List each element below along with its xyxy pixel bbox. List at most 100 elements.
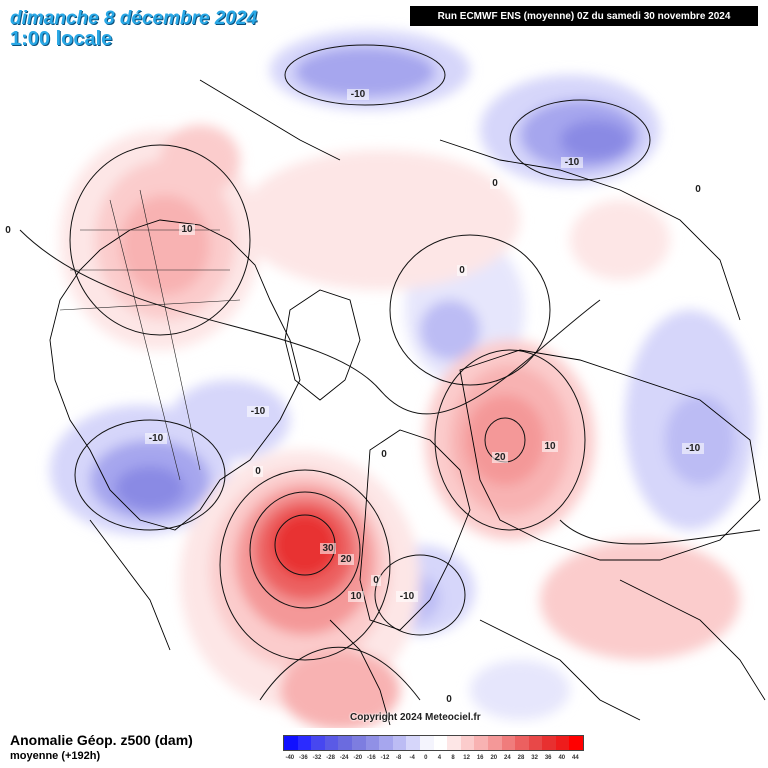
scale-label: -32 [312,755,322,761]
contour-label: 0 [381,449,387,460]
contour-label-bg [348,591,364,602]
scale-swatch [528,736,543,750]
contour-label: -10 [149,433,164,444]
anomaly-map: -10 -10 0 0 10 0 0 -10 -10 0 0 20 10 -10 30 20 0 10 -10 0 [3,30,766,728]
scale-label: -12 [380,755,390,761]
contour-lines [19,44,761,701]
contour-label-bg [457,265,467,276]
contour-label-bg [396,591,418,602]
contour-label-bg [145,433,167,444]
scale-label: 36 [544,755,552,761]
scale-swatch [311,736,325,750]
scale-swatch [474,736,488,750]
contour-label: 10 [544,441,556,452]
contour-label-bg [561,157,583,168]
contour-label-bg [253,466,263,477]
scale-swatch [501,736,516,750]
contour-label-bg [247,406,269,417]
contour-label: 0 [5,225,11,236]
scale-swatch [324,736,339,750]
contour-label: 10 [350,591,362,602]
scale-swatch [406,736,420,750]
scale-label: -28 [326,755,335,761]
contour-label: 0 [492,178,498,189]
contour-label-bg [379,449,389,460]
grid-lines [59,189,241,481]
contour-label-bg [492,452,508,463]
scale-swatch [365,736,380,750]
contour-label: -10 [400,591,415,602]
scale-swatch [338,736,352,750]
contour-label-bg [542,441,558,452]
contour-label-bg [3,225,13,236]
contour-label-bg [693,184,703,195]
scale-label: 28 [517,755,525,761]
contour-label: -10 [251,406,266,417]
contour-label-bg [444,694,454,705]
field-name: Anomalie Géop. z500 (dam) [10,732,193,748]
date-line: dimanche 8 décembre 2024 [10,8,258,29]
contour-label: 30 [322,543,334,554]
scale-label: 12 [463,755,470,761]
contour-label: 0 [695,184,701,195]
forecast-date-title: dimanche 8 décembre 2024 1:00 locale [10,8,257,50]
contour-label: 20 [494,452,506,463]
scale-swatch [555,736,570,750]
contour-label: 0 [459,265,465,276]
time-line: 1:00 locale [10,28,113,50]
scale-swatch [569,736,584,750]
positive-anomaly-arctic [240,150,520,290]
contour-label-bg [347,89,369,100]
positive-anomaly-east-asia [540,540,740,660]
contour-label: 0 [255,466,261,477]
scale-swatch [351,736,366,750]
scale-label: 44 [572,755,579,761]
scale-label: 8 [451,755,455,761]
scale-label: -36 [299,755,308,761]
anomaly-shading [50,30,755,728]
scale-label: -16 [367,755,376,761]
scale-label: -20 [353,755,363,761]
scale-swatch [419,736,434,750]
scale-label: -40 [285,755,295,761]
contour-label-bg [179,224,195,235]
contour-label: -10 [686,443,701,454]
scale-label: 32 [531,755,538,761]
contour-label: 20 [340,554,352,565]
coastlines [49,79,766,726]
scale-label: 4 [437,755,442,761]
contour-label-bg [682,443,704,454]
contour-labels: -10 -10 0 0 10 0 0 -10 -10 0 0 20 10 -10 30 20 0 10 -10 0 [3,89,704,705]
scale-label: -8 [395,755,402,761]
color-scale [283,735,585,751]
scale-label: -24 [339,755,349,761]
scale-label: 24 [504,755,511,761]
scale-label: 20 [490,755,498,761]
contour-label: -10 [565,157,580,168]
scale-swatch [515,736,529,750]
footer-legend: Anomalie Géop. z500 (dam) moyenne (+192h… [0,728,768,768]
scale-swatch [379,736,393,750]
contour-label: 10 [181,224,193,235]
run-info-banner: Run ECMWF ENS (moyenne) 0Z du samedi 30 … [410,6,758,26]
contour-label-bg [371,575,381,586]
scale-label: 16 [476,755,484,761]
field-subtitle: moyenne (+192h) [10,750,101,762]
contour-label: 0 [446,694,452,705]
scale-label: 0 [424,755,428,761]
scale-swatch [392,736,407,750]
scale-swatch [447,736,461,750]
copyright-text: Copyright 2024 Meteociel.fr [350,712,481,723]
scale-swatch [297,736,312,750]
contour-label: -10 [351,89,366,100]
scale-swatch [433,736,448,750]
color-scale-labels: -40 -36 -32 -28 -24 -20 -16 -12 -8 -4 0 4 8 12 16 20 24 2… [283,755,613,765]
scale-swatch [542,736,556,750]
scale-label: 40 [558,755,566,761]
scale-label: -4 [409,755,415,761]
scale-swatch [460,736,475,750]
contour-label: 0 [373,575,379,586]
scale-swatch [284,736,298,750]
scale-swatch [487,736,502,750]
contour-label-bg [320,543,336,554]
